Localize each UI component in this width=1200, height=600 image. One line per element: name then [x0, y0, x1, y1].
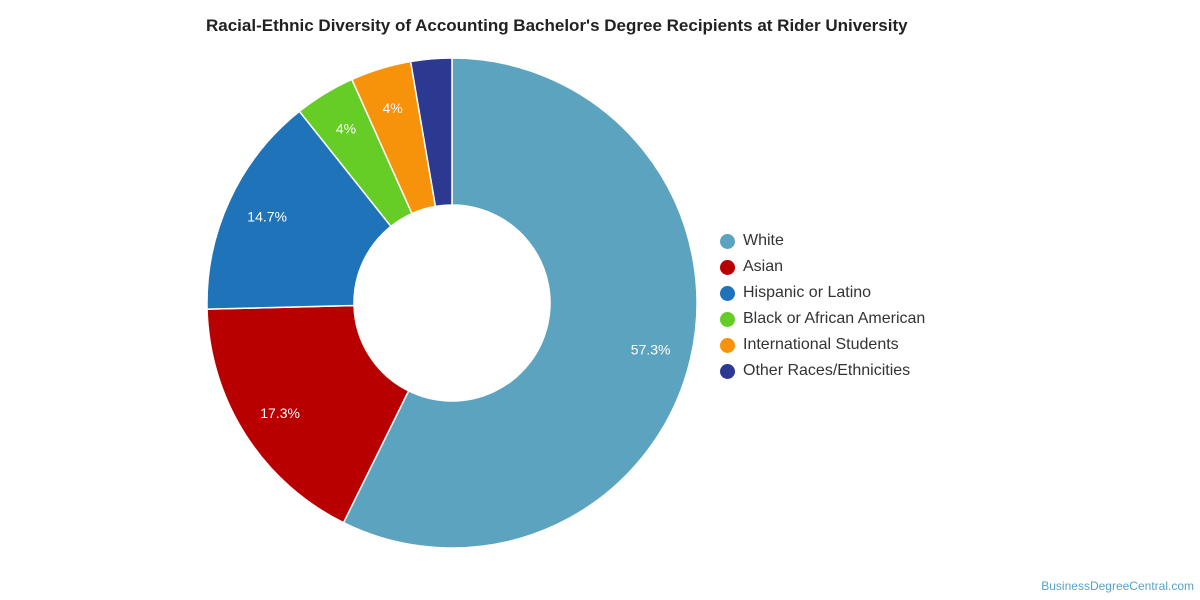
legend-swatch-icon [720, 337, 735, 353]
legend-item-white[interactable]: White [720, 228, 925, 254]
slice-label-group: 57.3% 17.3% 14.7% 4% 4% [247, 100, 670, 421]
legend-item-other-races-ethnicities[interactable]: Other Races/Ethnicities [720, 358, 925, 384]
chart-legend: White Asian Hispanic or Latino Black or Afr… [720, 228, 925, 384]
legend-swatch-icon [720, 363, 735, 379]
slice-hispanic-or-latino[interactable] [206, 110, 393, 310]
chart-title: Racial-Ethnic Diversity of Accounting Ba… [206, 16, 908, 35]
legend-label: Black or African American [743, 310, 926, 327]
legend-swatch-icon [720, 285, 735, 301]
legend-item-international-students[interactable]: International Students [720, 332, 925, 358]
legend-label: International Students [743, 336, 899, 353]
slice-label-white: 57.3% [631, 341, 671, 357]
legend-item-asian[interactable]: Asian [720, 254, 925, 280]
legend-label: Asian [743, 258, 784, 275]
slice-white[interactable] [342, 57, 698, 549]
legend-label: Hispanic or Latino [743, 284, 872, 301]
legend-label: Other Races/Ethnicities [743, 362, 911, 379]
slice-label-black-or-african-american: 4% [336, 121, 356, 137]
legend-swatch-icon [720, 311, 735, 327]
legend-swatch-icon [720, 259, 735, 275]
slice-asian[interactable] [206, 304, 410, 524]
slice-other-races-ethnicities[interactable] [409, 57, 453, 208]
slice-group [206, 57, 698, 549]
legend-label: White [743, 232, 784, 249]
legend-item-black-or-african-american[interactable]: Black or African American [720, 306, 925, 332]
slice-label-international-students: 4% [383, 100, 403, 116]
source-credit[interactable]: BusinessDegreeCentral.com [1041, 579, 1194, 593]
slice-label-asian: 17.3% [260, 405, 300, 421]
legend-item-hispanic-or-latino[interactable]: Hispanic or Latino [720, 280, 925, 306]
slice-label-hispanic-or-latino: 14.7% [247, 209, 287, 225]
legend-swatch-icon [720, 233, 735, 249]
